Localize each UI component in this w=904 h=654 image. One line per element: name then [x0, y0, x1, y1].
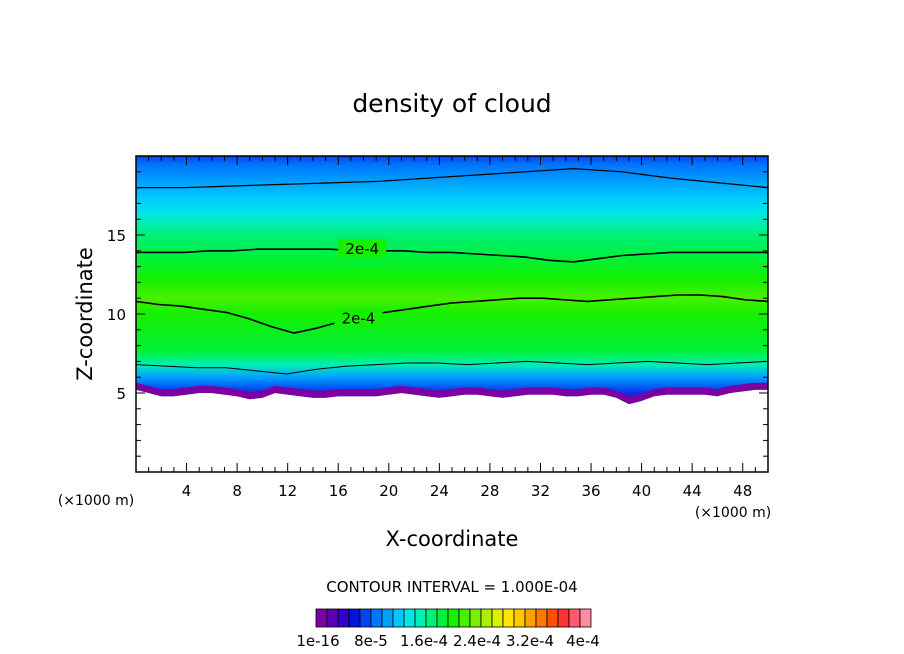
colorbar-swatch — [436, 608, 449, 628]
colorbar-swatch — [546, 608, 559, 628]
y-tick-label: 10 — [107, 306, 126, 324]
contour-line-upper — [136, 248, 768, 263]
colorbar-swatch — [557, 608, 570, 628]
x-tick-label: 4 — [182, 482, 192, 500]
colorbar-swatch — [524, 608, 537, 628]
colorbar-swatch — [535, 608, 548, 628]
colorbar: 1e-16 8e-5 1.6e-4 2.4e-4 3.2e-4 4e-4 — [296, 608, 600, 650]
x-tick-label: 16 — [329, 482, 348, 500]
colorbar-swatch — [579, 608, 592, 628]
z-unit-label: (×1000 m) — [58, 493, 134, 509]
colorbar-swatch — [370, 608, 383, 628]
cloud-density-field — [136, 156, 768, 405]
colorbar-swatch — [315, 608, 328, 628]
contour-label-lower-bg — [334, 308, 383, 327]
colorbar-label: 1e-16 — [296, 632, 339, 650]
x-tick-label: 44 — [683, 482, 702, 500]
x-tick-label: 32 — [531, 482, 550, 500]
colorbar-swatch — [359, 608, 372, 628]
colorbar-swatch — [425, 608, 438, 628]
colorbar-swatch — [403, 608, 416, 628]
x-axis-label: X-coordinate — [386, 527, 519, 551]
colorbar-label: 2.4e-4 — [453, 632, 501, 650]
x-tick-label: 12 — [278, 482, 297, 500]
x-tick-label: 48 — [733, 482, 752, 500]
x-tick-label: 40 — [632, 482, 651, 500]
contour-line-lower — [136, 294, 768, 334]
colorbar-label: 8e-5 — [354, 632, 388, 650]
contour-line-base — [136, 360, 768, 375]
chart-title: density of cloud — [352, 89, 551, 118]
y-tick-label: 5 — [116, 385, 126, 403]
colorbar-swatch — [337, 608, 350, 628]
x-tick-label: 8 — [232, 482, 242, 500]
colorbar-swatch — [502, 608, 515, 628]
contour-interval-text: CONTOUR INTERVAL = 1.000E-04 — [326, 578, 577, 596]
colorbar-swatch — [447, 608, 460, 628]
x-tick-label: 36 — [581, 482, 600, 500]
x-tick-label: 28 — [480, 482, 499, 500]
colorbar-swatch — [491, 608, 504, 628]
colorbar-swatch — [326, 608, 339, 628]
x-tick-label: 24 — [430, 482, 449, 500]
colorbar-swatch — [392, 608, 405, 628]
y-axis-label: Z-coordinate — [73, 247, 97, 381]
colorbar-label: 4e-4 — [566, 632, 600, 650]
cloud-base-purple-band — [136, 382, 768, 405]
colorbar-swatch — [458, 608, 471, 628]
contour-label-upper-bg — [338, 239, 387, 258]
colorbar-swatch — [513, 608, 526, 628]
y-tick-label: 15 — [107, 227, 126, 245]
colorbar-swatch — [480, 608, 493, 628]
colorbar-swatch — [348, 608, 361, 628]
contour-label-upper: 2e-4 — [345, 240, 379, 258]
colorbar-swatch — [414, 608, 427, 628]
x-unit-label: (×1000 m) — [695, 505, 771, 521]
colorbar-label: 3.2e-4 — [506, 632, 554, 650]
x-tick-label: 20 — [379, 482, 398, 500]
contour-line-top — [136, 167, 768, 189]
colorbar-label: 1.6e-4 — [400, 632, 448, 650]
colorbar-swatch — [568, 608, 581, 628]
colorbar-swatch — [381, 608, 394, 628]
plot-area: 2e-4 2e-4 — [136, 156, 768, 405]
contour-label-lower: 2e-4 — [342, 310, 376, 328]
colorbar-swatch — [469, 608, 482, 628]
